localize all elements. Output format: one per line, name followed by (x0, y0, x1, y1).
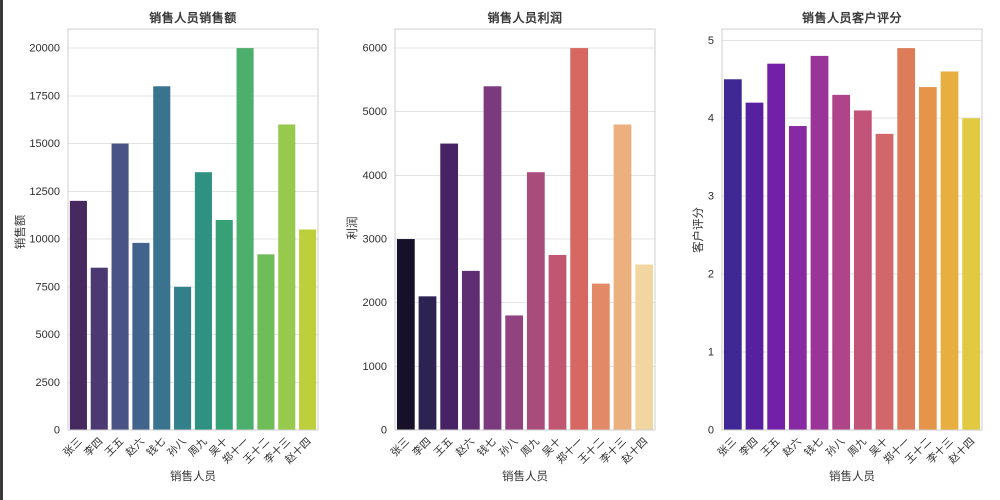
y-tick-label: 5000 (36, 329, 60, 341)
bar-10 (613, 124, 632, 430)
bar-2 (767, 63, 786, 430)
x-tick-label: 王五 (103, 436, 126, 459)
x-tick-label: 王五 (432, 436, 455, 459)
y-tick-label: 5 (708, 35, 714, 47)
x-tick-label: 李四 (737, 435, 761, 459)
x-tick-label: 王五 (759, 436, 782, 459)
y-tick-label: 0 (381, 425, 387, 437)
bar-10 (278, 124, 296, 430)
profit-y-axis-label: 利润 (347, 216, 359, 240)
bar-2 (440, 143, 459, 431)
rating-chart-title: 销售人员客户评分 (801, 11, 902, 25)
x-tick-label: 李四 (410, 435, 434, 459)
x-tick-label: 孙八 (496, 435, 520, 459)
x-tick-label: 孙八 (823, 435, 847, 459)
bar-5 (174, 286, 192, 430)
bar-9 (918, 87, 937, 430)
y-tick-label: 3 (708, 191, 714, 203)
sales-x-axis-label: 销售人员 (170, 471, 216, 483)
bar-11 (635, 264, 654, 430)
bar-6 (526, 172, 545, 430)
bar-5 (505, 315, 524, 430)
bar-3 (461, 270, 480, 430)
x-tick-label: 钱七 (475, 435, 499, 459)
y-tick-label: 17500 (29, 90, 60, 102)
y-tick-label: 0 (708, 425, 714, 437)
profit-chart-title: 销售人员利润 (487, 11, 563, 25)
y-tick-label: 4000 (363, 170, 387, 182)
plot-frame (721, 28, 983, 431)
bar-8 (897, 48, 916, 430)
plot-frame (67, 28, 319, 431)
sales-chart-title: 销售人员销售额 (149, 11, 237, 25)
bar-4 (483, 86, 502, 431)
y-tick-label: 2000 (363, 297, 387, 309)
x-tick-label: 周九 (519, 435, 543, 459)
y-tick-label: 1 (708, 347, 714, 359)
rating-y-axis-label: 客户评分 (693, 207, 705, 253)
bar-7 (548, 254, 567, 430)
y-tick-label: 2500 (36, 377, 60, 389)
bar-6 (853, 110, 872, 431)
bar-8 (236, 48, 254, 430)
x-tick-label: 张三 (61, 436, 84, 459)
x-tick-label: 张三 (389, 436, 412, 459)
y-tick-label: 1000 (363, 361, 387, 373)
x-tick-label: 赵六 (453, 435, 477, 459)
y-tick-label: 6000 (363, 43, 387, 55)
bar-7 (215, 219, 233, 430)
bar-9 (591, 283, 610, 430)
bar-0 (723, 79, 742, 431)
y-tick-label: 10000 (29, 234, 60, 246)
bar-4 (810, 55, 829, 430)
y-tick-label: 4 (708, 113, 714, 125)
bar-10 (940, 71, 959, 430)
bar-3 (788, 126, 807, 431)
y-tick-label: 2 (708, 269, 714, 281)
bar-11 (299, 229, 317, 430)
x-tick-label: 孙八 (165, 435, 189, 459)
profit-x-axis-label: 销售人员 (502, 471, 548, 483)
x-tick-label: 钱七 (802, 435, 826, 459)
y-tick-label: 20000 (29, 43, 60, 55)
bar-0 (396, 239, 415, 430)
y-tick-label: 5000 (363, 106, 387, 118)
screen-edge-strip (0, 0, 3, 500)
sales-bar-chart: 0 2500 5000 7500 10000 12500 15000 17500 20000 张三… (29, 28, 319, 466)
bar-3 (132, 242, 150, 430)
plot-frame (394, 28, 656, 431)
bar-6 (194, 172, 212, 430)
bar-1 (418, 296, 437, 430)
bar-8 (570, 48, 589, 430)
y-tick-label: 12500 (29, 186, 60, 198)
bar-11 (962, 118, 981, 430)
x-tick-label: 赵六 (780, 435, 804, 459)
bar-4 (153, 86, 171, 431)
x-tick-label: 赵六 (123, 435, 147, 459)
x-tick-label: 周九 (186, 435, 210, 459)
sales-y-axis-label: 销售额 (15, 214, 27, 250)
y-tick-label: 3000 (363, 234, 387, 246)
x-tick-label: 张三 (716, 436, 739, 459)
rating-x-axis-label: 销售人员 (829, 471, 875, 483)
y-tick-label: 0 (54, 425, 60, 437)
x-tick-label: 钱七 (144, 435, 168, 459)
profit-bar-chart: 0100020003000400050006000张三李四王五赵六钱七孙八周九吴… (363, 28, 656, 466)
bar-9 (257, 254, 275, 430)
y-tick-label: 15000 (29, 138, 60, 150)
y-tick-label: 7500 (36, 281, 60, 293)
bar-5 (832, 94, 851, 431)
bar-0 (69, 200, 87, 430)
bar-7 (875, 133, 894, 430)
bar-1 (745, 102, 764, 430)
bar-1 (90, 267, 108, 430)
x-tick-label: 李四 (81, 435, 105, 459)
bar-2 (111, 143, 129, 431)
x-tick-label: 周九 (846, 435, 870, 459)
